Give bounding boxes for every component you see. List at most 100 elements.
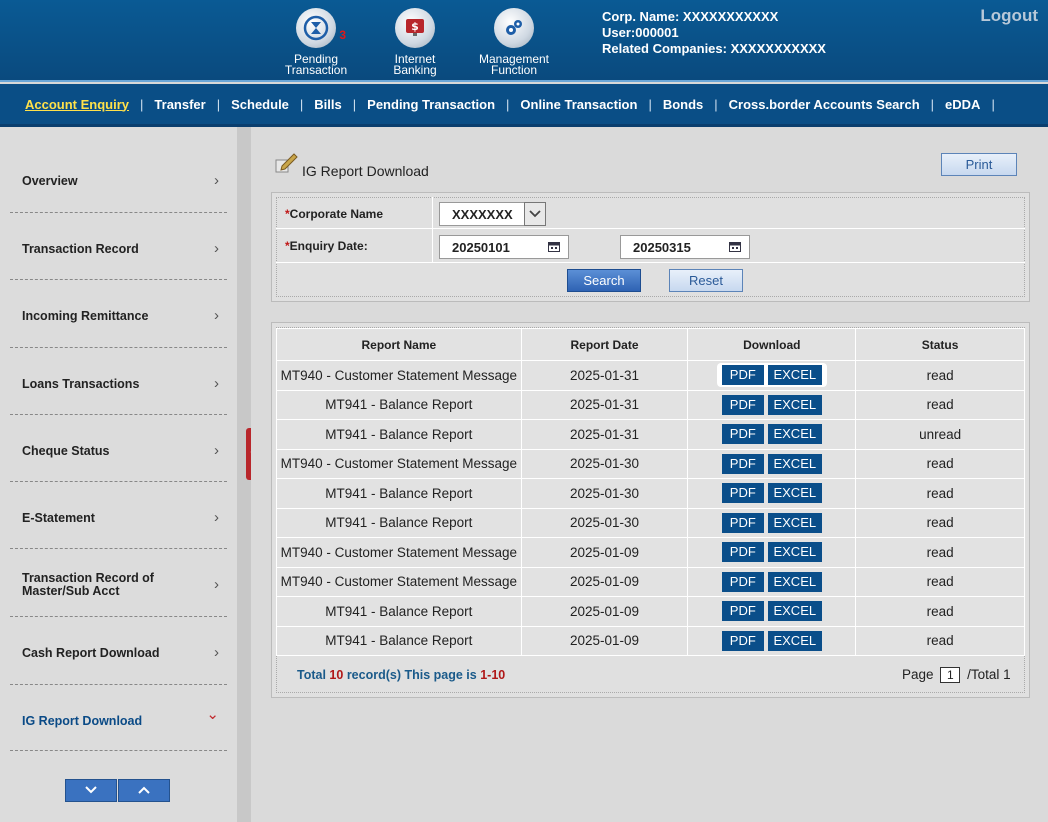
- sidebar-item-cheque-status[interactable]: Cheque Status ›: [10, 415, 227, 482]
- pdf-download-button[interactable]: PDF: [721, 630, 764, 651]
- nav-schedule[interactable]: Schedule: [231, 96, 289, 112]
- nav-separator: |: [930, 96, 935, 112]
- report-name-cell: MT940 - Customer Statement Message: [276, 537, 522, 568]
- nav-crossborder-search[interactable]: Cross.border Accounts Search: [728, 96, 920, 112]
- nav-edda[interactable]: eDDA: [945, 96, 981, 112]
- nav-transfer[interactable]: Transfer: [154, 96, 206, 112]
- sidebar-item-incoming-remittance[interactable]: Incoming Remittance ›: [10, 280, 227, 348]
- enquiry-date-text: Enquiry Date:: [289, 239, 368, 253]
- svg-text:$: $: [411, 20, 419, 33]
- excel-download-button[interactable]: EXCEL: [767, 601, 822, 622]
- page-range: 1-10: [480, 668, 506, 682]
- pdf-download-button[interactable]: PDF: [721, 571, 764, 592]
- excel-download-button[interactable]: EXCEL: [767, 542, 822, 563]
- pdf-download-button[interactable]: PDF: [721, 365, 764, 386]
- nav-bills[interactable]: Bills: [314, 96, 342, 112]
- scroll-down-button[interactable]: [65, 779, 117, 802]
- download-cell: PDF EXCEL: [687, 596, 857, 627]
- table-header-row: Report Name Report Date Download Status: [276, 328, 1025, 361]
- excel-download-button[interactable]: EXCEL: [767, 424, 822, 445]
- table-row: MT940 - Customer Statement Message 2025-0…: [276, 566, 1025, 597]
- pdf-download-button[interactable]: PDF: [721, 453, 764, 474]
- scroll-up-button[interactable]: [118, 779, 170, 802]
- record-summary: Total 10 record(s) This page is 1-10: [297, 668, 505, 682]
- sidebar-item-cash-report-download[interactable]: Cash Report Download ›: [10, 617, 227, 685]
- sidebar-item-label: Transaction Record: [22, 242, 139, 256]
- report-name-cell: MT941 - Balance Report: [276, 596, 522, 627]
- report-date-cell: 2025-01-30: [520, 448, 689, 479]
- download-cell: PDF EXCEL: [687, 419, 857, 450]
- chevron-right-icon: ›: [214, 442, 219, 459]
- excel-download-button[interactable]: EXCEL: [767, 453, 822, 474]
- pdf-download-button[interactable]: PDF: [721, 542, 764, 563]
- date-from-field[interactable]: 20250101: [439, 235, 569, 259]
- download-cell: PDF EXCEL: [687, 448, 857, 479]
- sidebar-item-loans-transactions[interactable]: Loans Transactions ›: [10, 348, 227, 415]
- corporate-name-select[interactable]: XXXXXXX: [439, 202, 546, 226]
- sidebar-item-label: E-Statement: [22, 511, 95, 525]
- internet-banking-shortcut[interactable]: $ Internet Banking: [375, 8, 455, 76]
- page-title: IG Report Download: [302, 163, 429, 179]
- date-to-value: 20250315: [633, 239, 691, 255]
- management-function-shortcut[interactable]: Management Function: [474, 8, 554, 76]
- excel-download-button[interactable]: EXCEL: [767, 394, 822, 415]
- internet-label-2: Banking: [393, 63, 437, 77]
- sidebar-item-master-sub-acct[interactable]: Transaction Record of Master/Sub Acct ›: [10, 549, 227, 617]
- status-cell: read: [855, 478, 1025, 509]
- sidebar-item-label: Loans Transactions: [22, 377, 140, 391]
- chevron-right-icon: ›: [214, 509, 219, 526]
- nav-separator: |: [216, 96, 221, 112]
- calendar-icon[interactable]: [729, 241, 741, 255]
- download-cell: PDF EXCEL: [687, 566, 857, 597]
- report-name-cell: MT941 - Balance Report: [276, 507, 522, 538]
- search-button[interactable]: Search: [567, 269, 641, 292]
- monitor-dollar-icon: $: [395, 8, 435, 48]
- logout-link[interactable]: Logout: [980, 6, 1038, 25]
- nav-account-enquiry[interactable]: Account Enquiry: [25, 96, 130, 112]
- corporate-info: Corp. Name: XXXXXXXXXXX User:000001 Rela…: [602, 9, 826, 57]
- pending-transaction-shortcut[interactable]: 3 Pending Transaction: [276, 8, 356, 76]
- pdf-download-button[interactable]: PDF: [721, 483, 764, 504]
- pdf-download-button[interactable]: PDF: [721, 512, 764, 533]
- page-number-input[interactable]: 1: [940, 667, 961, 683]
- excel-download-button[interactable]: EXCEL: [767, 571, 822, 592]
- sidebar-item-transaction-record[interactable]: Transaction Record ›: [10, 213, 227, 280]
- excel-download-button[interactable]: EXCEL: [767, 512, 822, 533]
- corporate-name-text: Corporate Name: [289, 207, 384, 221]
- col-status: Status: [855, 328, 1025, 361]
- corporate-name-value: XXXXXXX: [452, 206, 513, 222]
- pagination: Page 1 /Total 1: [902, 667, 1011, 683]
- sidebar-item-label: Overview: [22, 174, 78, 188]
- reset-button[interactable]: Reset: [669, 269, 743, 292]
- report-date-cell: 2025-01-30: [520, 507, 689, 538]
- excel-download-button[interactable]: EXCEL: [767, 483, 822, 504]
- excel-download-button[interactable]: EXCEL: [767, 630, 822, 651]
- pdf-download-button[interactable]: PDF: [721, 424, 764, 445]
- status-cell: read: [855, 448, 1025, 479]
- management-label-1: Management: [478, 52, 550, 66]
- chevron-down-icon[interactable]: [524, 202, 546, 226]
- calendar-icon[interactable]: [548, 241, 560, 255]
- status-cell: unread: [855, 419, 1025, 450]
- gears-icon: [494, 8, 534, 48]
- nav-separator: |: [140, 96, 144, 112]
- main-nav: Account Enquiry | Transfer | Schedule | Bil…: [0, 84, 1048, 127]
- nav-online-transaction[interactable]: Online Transaction: [520, 96, 638, 112]
- sidebar-item-overview[interactable]: Overview ›: [10, 147, 227, 213]
- excel-download-button[interactable]: EXCEL: [767, 365, 822, 386]
- date-to-field[interactable]: 20250315: [620, 235, 750, 259]
- sidebar-item-label: Cheque Status: [22, 444, 110, 458]
- pdf-download-button[interactable]: PDF: [721, 394, 764, 415]
- col-divider: [432, 197, 433, 262]
- nav-bonds[interactable]: Bonds: [662, 96, 704, 112]
- sidebar-item-e-statement[interactable]: E-Statement ›: [10, 482, 227, 549]
- chevron-right-icon: ›: [214, 172, 219, 189]
- chevron-right-icon: ›: [214, 240, 219, 257]
- status-cell: read: [855, 537, 1025, 568]
- report-table: Report Name Report Date Download Status …: [276, 328, 1025, 656]
- nav-pending-transaction[interactable]: Pending Transaction: [367, 96, 496, 112]
- pdf-download-button[interactable]: PDF: [721, 601, 764, 622]
- sidebar-item-ig-report-download[interactable]: IG Report Download ⌄: [10, 685, 227, 751]
- report-name-cell: MT941 - Balance Report: [276, 389, 522, 420]
- print-button[interactable]: Print: [941, 153, 1017, 176]
